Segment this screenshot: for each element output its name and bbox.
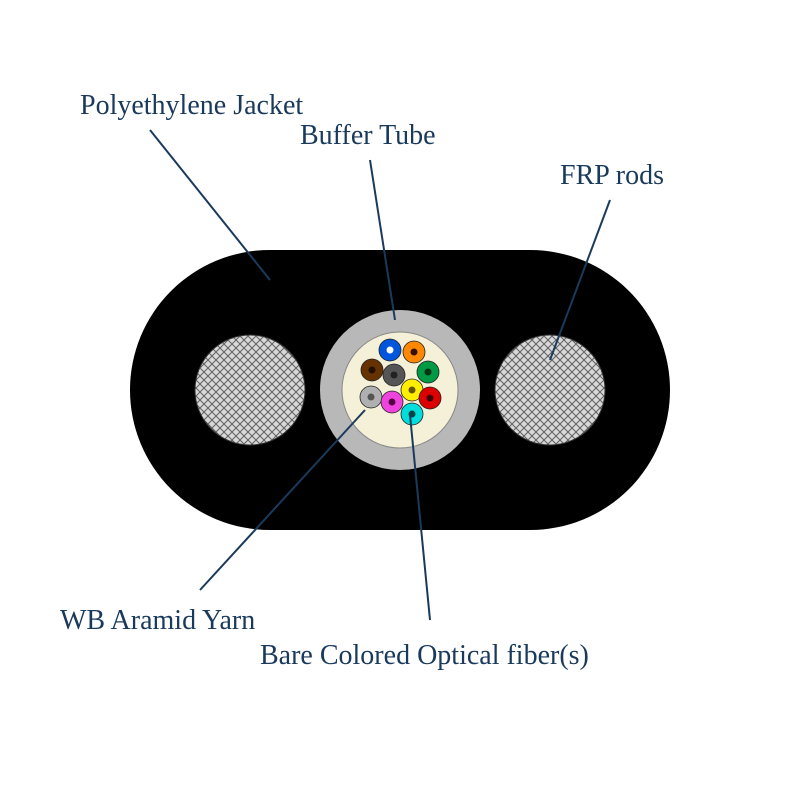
frp-rod-right — [495, 335, 605, 445]
label-frp: FRP rods — [560, 160, 664, 192]
label-fiber: Bare Colored Optical fiber(s) — [260, 640, 589, 672]
label-aramid: WB Aramid Yarn — [60, 605, 255, 637]
frp-rod-left — [195, 335, 305, 445]
label-buffer: Buffer Tube — [300, 120, 436, 152]
label-jacket: Polyethylene Jacket — [80, 90, 303, 122]
